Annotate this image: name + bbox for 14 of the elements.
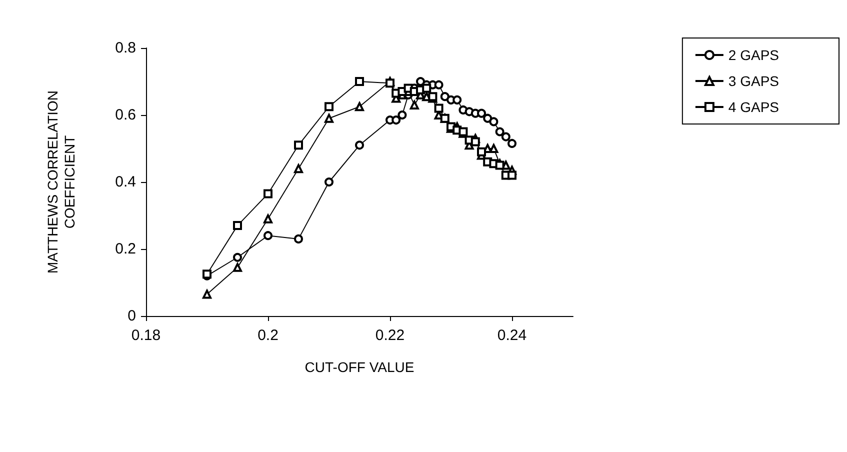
y-tick-label: 0.4	[115, 174, 136, 190]
y-tick-label: 0.2	[115, 240, 136, 258]
y-tick-label: 0	[128, 308, 136, 324]
y-tick-label: 0.8	[115, 40, 136, 56]
legend-label: 3 GAPS	[728, 73, 780, 89]
y-axis-title: MATTHEWS CORRELATION COEFFICIENT	[44, 90, 78, 274]
x-tick-label: 0.18	[131, 327, 161, 344]
legend-label: 2 GAPS	[728, 47, 780, 63]
legend-label: 4 GAPS	[728, 99, 780, 115]
x-tick-label: 0.22	[375, 327, 405, 344]
x-axis-title: CUT-OFF VALUE	[304, 359, 414, 375]
x-tick-label: 0.24	[497, 327, 527, 344]
y-tick-label: 0.6	[115, 106, 136, 124]
x-tick-label: 0.2	[258, 327, 278, 344]
